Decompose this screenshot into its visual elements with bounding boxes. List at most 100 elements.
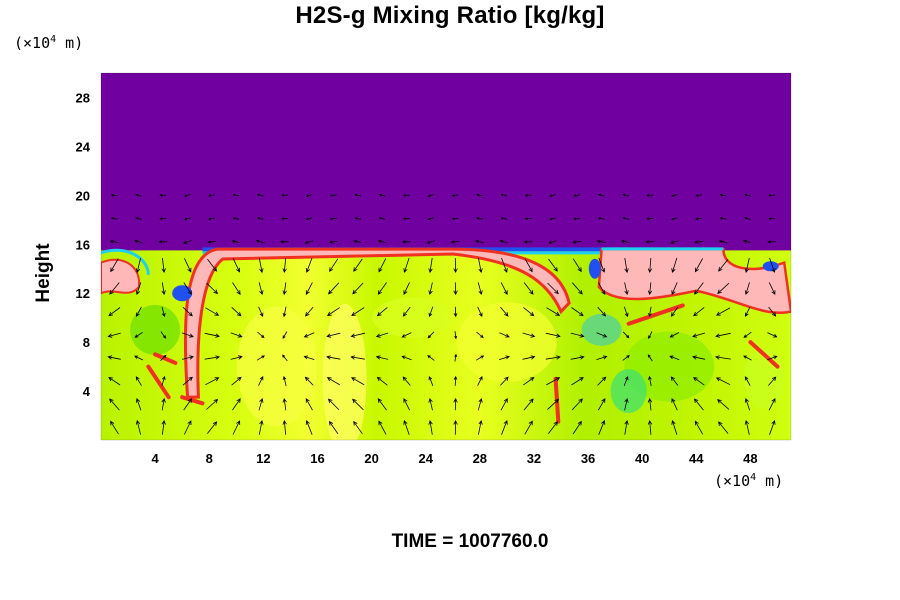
field-variation bbox=[130, 304, 181, 355]
field-variation bbox=[581, 313, 622, 346]
wind-vector bbox=[401, 240, 411, 244]
wind-vector bbox=[329, 258, 339, 273]
wind-vector bbox=[597, 306, 607, 317]
wind-vector bbox=[426, 240, 436, 244]
wind-vector bbox=[478, 420, 483, 435]
wind-vector bbox=[402, 376, 411, 386]
wind-vector bbox=[743, 217, 751, 220]
wind-vector bbox=[671, 282, 678, 295]
wind-vector bbox=[230, 332, 243, 338]
wind-vector bbox=[596, 239, 606, 244]
x-unit-prefix: (×10 bbox=[714, 472, 751, 490]
wind-vector bbox=[715, 355, 731, 360]
x-tick-label: 16 bbox=[310, 451, 324, 466]
wind-vector bbox=[500, 282, 508, 295]
wind-vector bbox=[670, 306, 679, 317]
wind-vector bbox=[208, 194, 215, 197]
wind-vector bbox=[326, 355, 341, 360]
y-tick-label: 8 bbox=[83, 335, 90, 350]
x-tick-label: 12 bbox=[256, 451, 270, 466]
wind-vector bbox=[768, 376, 777, 386]
wind-vector bbox=[329, 194, 337, 197]
wind-vector bbox=[744, 282, 750, 296]
wind-vector bbox=[401, 355, 412, 361]
wind-vector bbox=[378, 217, 386, 220]
wind-vector bbox=[378, 258, 387, 273]
wind-vector bbox=[375, 355, 389, 360]
wind-vector bbox=[181, 332, 194, 338]
wind-vector bbox=[669, 240, 679, 244]
wind-vector bbox=[598, 419, 606, 435]
wind-vector bbox=[744, 397, 750, 411]
wind-vector bbox=[182, 376, 193, 386]
wind-vector-field bbox=[107, 193, 778, 435]
wind-vector bbox=[547, 398, 560, 410]
x-unit-suffix: m) bbox=[756, 472, 784, 490]
y-unit-prefix: (×10 bbox=[14, 34, 51, 52]
wind-vector bbox=[161, 397, 166, 411]
wind-vector bbox=[134, 239, 143, 244]
wind-vector bbox=[328, 420, 339, 435]
wind-vector bbox=[282, 375, 287, 386]
wind-vector bbox=[326, 377, 341, 386]
wind-vector bbox=[107, 355, 121, 360]
wind-vector bbox=[208, 217, 215, 221]
wind-vector bbox=[500, 193, 508, 197]
wind-vector bbox=[161, 257, 166, 273]
wind-vector bbox=[428, 397, 433, 411]
wind-vector bbox=[161, 420, 166, 435]
wind-vector bbox=[428, 306, 434, 318]
low-concentration-pocket bbox=[762, 261, 779, 272]
wind-vector bbox=[499, 332, 510, 338]
wind-vector bbox=[767, 355, 778, 361]
wind-vector bbox=[427, 217, 435, 221]
wind-vector bbox=[280, 240, 290, 244]
plot-frame bbox=[100, 72, 792, 441]
wind-vector bbox=[376, 307, 388, 317]
x-tick-label: 20 bbox=[364, 451, 378, 466]
wind-vector bbox=[522, 376, 535, 386]
wind-vector bbox=[282, 420, 287, 435]
wind-vector bbox=[354, 217, 362, 220]
wind-vector bbox=[353, 239, 363, 244]
wind-vector bbox=[451, 217, 459, 221]
wind-vector bbox=[183, 217, 191, 221]
wind-vector bbox=[329, 217, 337, 221]
wind-vector bbox=[183, 194, 191, 197]
wind-vector bbox=[428, 375, 434, 386]
wind-vector bbox=[232, 282, 241, 295]
wind-vector bbox=[572, 420, 582, 435]
wind-vector bbox=[549, 194, 556, 197]
wind-vector bbox=[647, 282, 653, 296]
wind-vector bbox=[718, 239, 728, 244]
wind-vector bbox=[256, 355, 265, 361]
wind-vector bbox=[205, 307, 220, 316]
wind-vector bbox=[303, 332, 315, 338]
wind-vector bbox=[694, 282, 704, 295]
wind-vector bbox=[695, 217, 703, 221]
high-concentration-streak bbox=[626, 303, 685, 326]
wind-vector bbox=[161, 306, 166, 318]
wind-vector bbox=[624, 420, 629, 435]
wind-vector bbox=[548, 258, 558, 272]
wind-vector bbox=[621, 239, 630, 244]
wind-vector bbox=[181, 355, 195, 360]
wind-vector bbox=[522, 355, 536, 360]
wind-vector bbox=[453, 282, 458, 296]
wind-vector bbox=[715, 377, 731, 386]
wind-vector bbox=[326, 307, 340, 316]
wind-vector bbox=[453, 375, 458, 386]
wind-vector bbox=[451, 194, 459, 197]
cloud-core-right bbox=[597, 247, 791, 314]
wind-vector bbox=[648, 306, 652, 318]
wind-vector bbox=[206, 282, 219, 295]
wind-vector bbox=[257, 331, 265, 339]
wind-vector bbox=[624, 282, 629, 296]
wind-vector bbox=[670, 376, 679, 386]
wind-vector bbox=[622, 193, 629, 197]
wind-vector bbox=[256, 217, 264, 220]
wind-vector bbox=[182, 240, 192, 244]
time-label: TIME = 1007760.0 bbox=[391, 531, 549, 552]
wind-vector bbox=[646, 217, 654, 220]
